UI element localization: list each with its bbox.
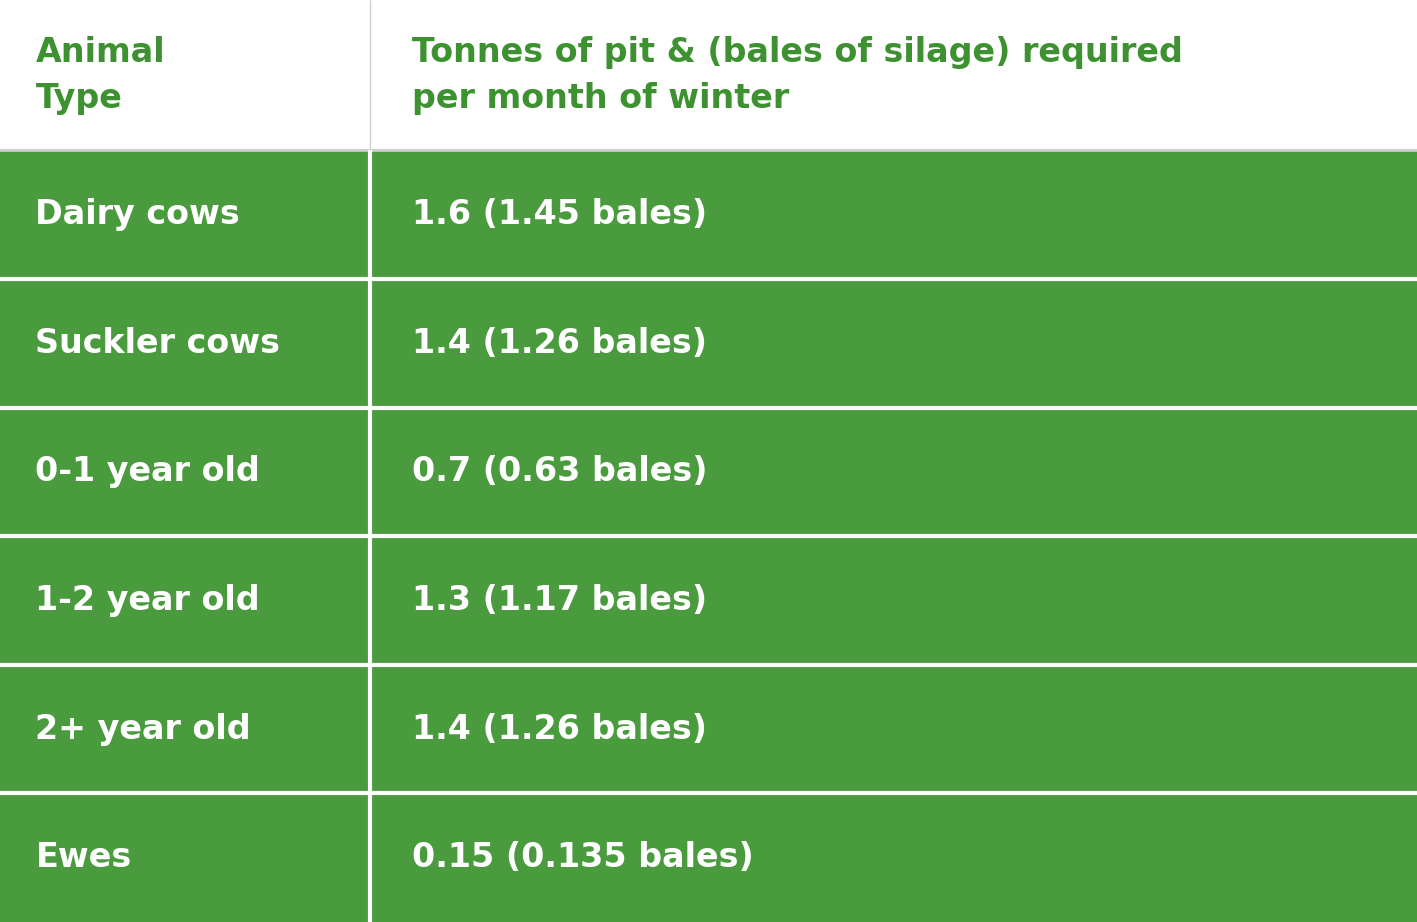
Bar xyxy=(370,793,1417,922)
Text: Dairy cows: Dairy cows xyxy=(35,198,239,231)
Bar xyxy=(370,279,1417,408)
Text: 0.7 (0.63 bales): 0.7 (0.63 bales) xyxy=(412,455,708,489)
Bar xyxy=(0,279,370,408)
Text: 0.15 (0.135 bales): 0.15 (0.135 bales) xyxy=(412,841,754,874)
Text: 1.4 (1.26 bales): 1.4 (1.26 bales) xyxy=(412,713,707,746)
Text: Suckler cows: Suckler cows xyxy=(35,326,281,360)
Bar xyxy=(0,665,370,793)
Text: 2+ year old: 2+ year old xyxy=(35,713,251,746)
Bar xyxy=(0,408,370,536)
Bar xyxy=(370,408,1417,536)
Bar xyxy=(0,150,370,278)
Bar xyxy=(0,537,370,665)
Text: 1.3 (1.17 bales): 1.3 (1.17 bales) xyxy=(412,584,707,617)
Text: 1.4 (1.26 bales): 1.4 (1.26 bales) xyxy=(412,326,707,360)
Bar xyxy=(370,150,1417,278)
Text: 0-1 year old: 0-1 year old xyxy=(35,455,261,489)
Text: Ewes: Ewes xyxy=(35,841,132,874)
Bar xyxy=(0,793,370,922)
Bar xyxy=(0,0,1417,150)
Text: Animal
Type: Animal Type xyxy=(35,36,164,114)
Bar xyxy=(370,665,1417,793)
Text: Tonnes of pit & (bales of silage) required
per month of winter: Tonnes of pit & (bales of silage) requir… xyxy=(412,36,1183,114)
Bar xyxy=(370,537,1417,665)
Text: 1.6 (1.45 bales): 1.6 (1.45 bales) xyxy=(412,198,707,231)
Text: 1-2 year old: 1-2 year old xyxy=(35,584,261,617)
